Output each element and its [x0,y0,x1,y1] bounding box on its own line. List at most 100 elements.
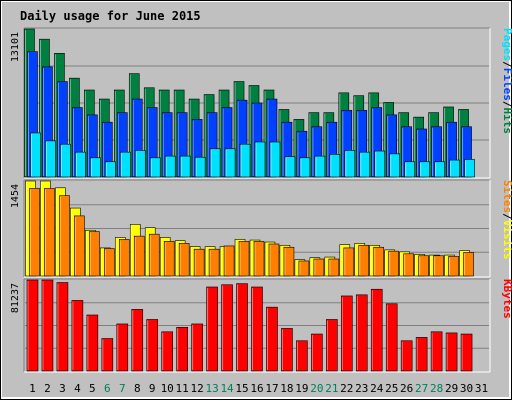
bar-sites-29 [448,256,459,277]
bar-pages-12 [194,156,206,178]
bar-sites-18 [283,246,295,277]
bar-pages-2 [45,140,56,178]
x-label-27: 27 [415,382,428,395]
bar-sites-26 [403,253,414,277]
bar-pages-7 [119,151,131,178]
bar-pages-27 [419,161,430,178]
bar-kbytes-2 [41,279,54,372]
bar-kbytes-9 [146,319,159,372]
bar-sites-6 [104,248,115,277]
bar-pages-26 [404,161,415,178]
x-label-7: 7 [119,382,126,395]
bar-pages-11 [179,155,191,178]
bar-sites-16 [253,241,265,277]
x-label-3: 3 [59,382,66,395]
x-label-1: 1 [29,382,36,395]
x-label-31: 31 [475,382,488,395]
bar-kbytes-10 [161,331,173,372]
x-label-20: 20 [310,382,323,395]
bar-sites-9 [148,233,160,277]
x-label-22: 22 [340,382,353,395]
x-label-15: 15 [235,382,248,395]
bar-sites-7 [118,239,130,277]
chart-panels: 13101Pages/Files/Hits1454Sites/Visits812… [10,27,512,373]
x-label-12: 12 [191,382,204,395]
bar-pages-6 [105,161,116,178]
bar-sites-8 [133,235,145,277]
x-label-14: 14 [220,382,234,395]
bar-pages-19 [299,157,311,178]
bar-kbytes-4 [71,300,84,372]
x-label-8: 8 [134,382,141,395]
bar-kbytes-12 [191,323,203,372]
bar-kbytes-29 [445,332,458,372]
bar-kbytes-23 [355,294,368,372]
legend-item: Pages [501,28,512,61]
panel-bottom: 81237 KBytes [10,278,512,373]
bar-pages-30 [464,159,475,178]
x-label-17: 17 [265,382,278,395]
bar-kbytes-3 [56,282,69,372]
bar-sites-2 [44,188,55,277]
bar-kbytes-26 [400,340,413,372]
bar-kbytes-25 [385,303,398,372]
x-label-13: 13 [205,382,218,395]
bar-sites-24 [373,246,385,277]
legend-bottom: KBytes [501,279,512,319]
bar-sites-30 [463,252,474,277]
x-label-26: 26 [400,382,413,395]
bar-sites-13 [208,248,220,277]
x-label-29: 29 [445,382,458,395]
bar-pages-9 [149,157,161,178]
legend-item: / [501,101,512,108]
bar-sites-3 [59,195,70,277]
bar-sites-4 [74,215,85,277]
bar-kbytes-16 [251,286,263,372]
bar-kbytes-28 [430,331,443,372]
x-label-21: 21 [325,382,338,395]
x-label-16: 16 [250,382,263,395]
x-label-10: 10 [161,382,174,395]
bar-sites-20 [313,258,325,277]
bar-pages-14 [224,148,236,178]
legend-middle: Sites/Visits [501,180,512,260]
bar-sites-28 [433,255,444,277]
legend-item: KBytes [501,279,512,319]
bar-sites-21 [328,258,340,277]
bar-sites-11 [178,243,190,277]
x-axis-labels: 1 2 3 4 5 6 7 8 9 10 11 12 13 14 15 16 17 18 19 20 21 22 23 24 2… [29,382,488,395]
legend-item: / [501,213,512,220]
bar-kbytes-18 [281,328,293,372]
bar-pages-16 [254,141,266,178]
bar-pages-17 [269,141,281,178]
chart-title: Daily usage for June 2015 [20,9,201,23]
bar-pages-5 [90,157,101,178]
bar-kbytes-21 [326,319,338,372]
bar-pages-15 [239,143,251,178]
bar-kbytes-30 [460,333,473,372]
legend-item: Visits [501,220,512,260]
bar-kbytes-11 [176,327,188,372]
x-label-11: 11 [176,382,189,395]
x-label-28: 28 [430,382,443,395]
max-label-bottom: 81237 [10,283,21,313]
bar-pages-3 [60,143,71,178]
bar-sites-19 [298,260,310,277]
x-label-30: 30 [460,382,473,395]
bar-sites-23 [358,244,370,277]
legend-item: / [501,61,512,68]
legend-item: Files [501,68,512,101]
bar-kbytes-14 [221,284,233,372]
x-label-2: 2 [44,382,51,395]
x-label-9: 9 [149,382,156,395]
bar-pages-25 [389,153,401,178]
bar-kbytes-5 [86,314,99,372]
x-label-24: 24 [370,382,384,395]
bar-sites-10 [163,241,175,277]
legend-item: Hits [501,108,512,135]
bar-pages-21 [329,154,341,178]
x-label-6: 6 [104,382,111,395]
bar-kbytes-22 [341,295,353,372]
bar-pages-10 [164,155,176,178]
